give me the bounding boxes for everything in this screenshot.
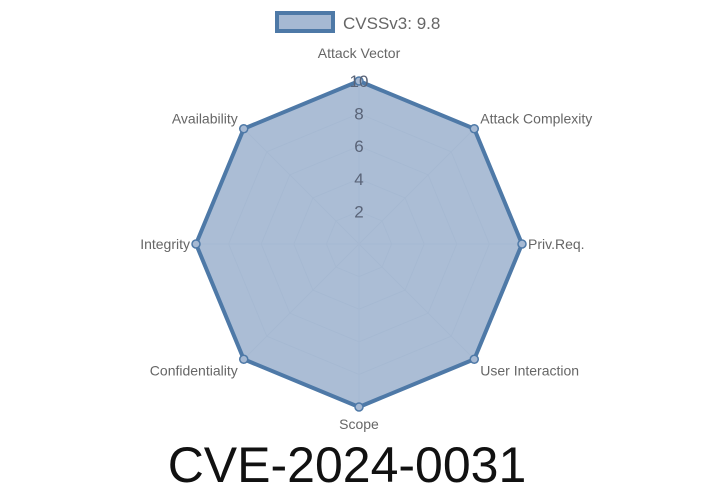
data-point[interactable]: [354, 402, 364, 412]
axis-label: Integrity: [140, 236, 190, 252]
data-point[interactable]: [517, 239, 527, 249]
axis-label: Attack Vector: [318, 45, 401, 61]
data-point[interactable]: [469, 354, 480, 365]
axis-label: Attack Complexity: [480, 111, 592, 127]
data-point[interactable]: [191, 239, 201, 249]
data-point[interactable]: [238, 123, 249, 134]
data-point[interactable]: [354, 76, 364, 86]
axis-label: User Interaction: [480, 362, 579, 378]
axis-label: Availability: [172, 111, 238, 127]
tick-label: 4: [354, 170, 363, 189]
data-point[interactable]: [238, 354, 249, 365]
chart-title: CVE-2024-0031: [168, 437, 527, 493]
axis-label: Confidentiality: [150, 362, 238, 378]
tick-label: 2: [354, 202, 363, 221]
legend[interactable]: CVSSv3: 9.8: [275, 11, 440, 33]
axis-label: Scope: [339, 416, 379, 432]
tick-label: 8: [354, 105, 363, 124]
legend-swatch: [275, 11, 335, 33]
tick-label: 10: [350, 72, 369, 91]
data-point[interactable]: [469, 123, 480, 134]
legend-label: CVSSv3: 9.8: [343, 14, 440, 33]
axis-label: Priv.Req.: [528, 236, 585, 252]
tick-label: 6: [354, 137, 363, 156]
